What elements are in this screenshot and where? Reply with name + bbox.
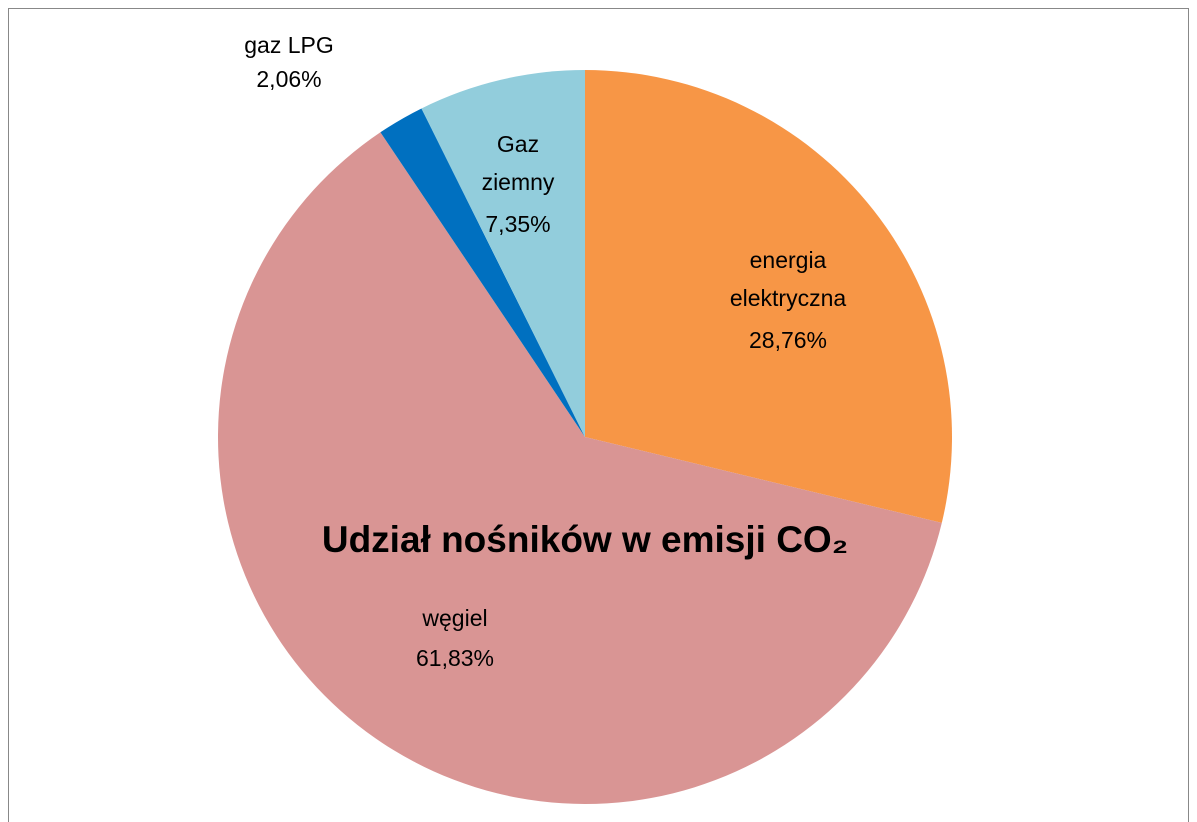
slice-label: Gaz ziemny — [482, 131, 555, 195]
pie-slice — [217, 132, 942, 804]
value-label: 61,83% — [416, 645, 494, 671]
slice-label: energia elektryczna — [730, 247, 847, 311]
pie-slice — [421, 70, 585, 437]
pie — [217, 70, 952, 804]
slice-label: węgiel — [421, 605, 487, 631]
value-label: 7,35% — [485, 211, 550, 237]
pie-slice — [380, 108, 585, 437]
slice-label: gaz LPG — [244, 32, 334, 58]
chart-frame — [8, 8, 1189, 822]
value-label: 2,06% — [256, 66, 321, 92]
chart-title: Udział nośników w emisji CO₂ — [322, 519, 848, 560]
pie-slice — [585, 70, 952, 523]
value-label: 28,76% — [749, 327, 827, 353]
